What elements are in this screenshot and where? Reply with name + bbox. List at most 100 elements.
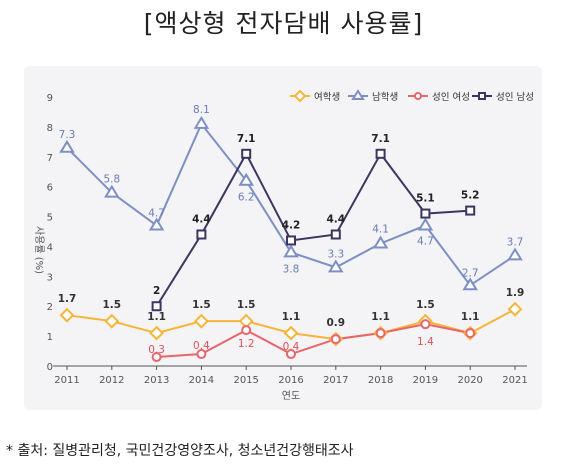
data-point xyxy=(148,217,165,231)
data-label: 4.4 xyxy=(326,213,345,225)
data-label: 1.5 xyxy=(237,299,256,311)
data-point xyxy=(104,184,120,198)
y-tick-label: 9 xyxy=(47,93,53,104)
x-tick-label: 2014 xyxy=(189,375,214,386)
series-line xyxy=(66,121,516,287)
y-tick-label: 4 xyxy=(47,242,53,253)
x-tick-label: 2013 xyxy=(144,375,169,386)
data-label: 3.3 xyxy=(327,248,344,260)
legend-entry: 남학생 xyxy=(372,92,398,103)
data-label: 2 xyxy=(153,285,160,297)
data-point xyxy=(375,328,386,339)
data-label: 0.4 xyxy=(283,341,300,353)
data-point xyxy=(420,319,431,330)
y-tick-label: 3 xyxy=(47,272,53,283)
data-point xyxy=(193,115,210,129)
data-point xyxy=(149,325,165,341)
y-tick-label: 8 xyxy=(47,123,53,134)
data-point xyxy=(196,349,207,360)
chart-legend: 여학생 남학생 성인 여성 성인 남성 xyxy=(290,89,534,103)
data-label: 1.5 xyxy=(192,299,211,311)
data-point xyxy=(151,301,162,312)
data-label: 7.1 xyxy=(371,133,390,145)
data-point xyxy=(375,148,386,159)
data-label: 3.8 xyxy=(283,263,300,275)
data-label: 4.4 xyxy=(192,213,211,225)
data-label: 4.2 xyxy=(282,219,301,231)
data-label: 7.1 xyxy=(237,133,256,145)
data-point xyxy=(193,313,209,329)
data-point xyxy=(241,325,252,336)
data-point xyxy=(507,301,523,317)
data-point xyxy=(238,172,254,186)
x-tick-label: 2018 xyxy=(368,375,393,386)
data-point xyxy=(283,244,299,258)
y-tick-label: 6 xyxy=(47,183,53,194)
y-tick-label: 5 xyxy=(47,213,53,224)
data-label: 7.3 xyxy=(59,129,76,141)
x-tick-label: 2015 xyxy=(233,375,258,386)
data-label: 1.1 xyxy=(282,311,301,323)
x-tick-label: 2021 xyxy=(502,375,527,386)
x-tick-label: 2020 xyxy=(457,375,482,386)
y-axis-label: 사용률 (%) xyxy=(33,226,45,274)
data-labels: 1.7 1.5 1.1 1.5 1.5 1.1 0.9 1.1 1.5 1.1 1.9 7.3 5.8 4… xyxy=(58,104,525,356)
data-point xyxy=(196,229,207,240)
data-point xyxy=(372,235,389,249)
data-label: 0.3 xyxy=(148,344,165,356)
data-point xyxy=(283,325,299,341)
data-label: 0.4 xyxy=(193,340,210,352)
x-tick-label: 2012 xyxy=(99,375,124,386)
data-point xyxy=(59,307,75,323)
data-point xyxy=(328,259,344,273)
data-label: 5.2 xyxy=(461,190,480,202)
data-label: 1.7 xyxy=(58,293,77,305)
data-point xyxy=(241,148,252,159)
data-point xyxy=(351,89,365,100)
series-line xyxy=(155,151,471,307)
source-note: * 출처: 질병관리청, 국민건강영양조사, 청소년건강행태조사 xyxy=(6,443,354,459)
data-point xyxy=(462,277,478,291)
data-label: 6.2 xyxy=(238,192,255,204)
data-label: 8.1 xyxy=(193,104,210,116)
series-line xyxy=(156,323,471,359)
data-label: 2.7 xyxy=(462,267,479,279)
data-point xyxy=(104,313,120,329)
data-point xyxy=(330,229,341,240)
data-label: 5.1 xyxy=(416,193,435,205)
data-point xyxy=(286,235,296,246)
y-tick-label: 2 xyxy=(47,302,53,313)
data-point xyxy=(151,352,162,363)
data-point xyxy=(330,334,341,345)
data-label: 1.1 xyxy=(371,311,390,323)
data-point xyxy=(417,217,434,231)
data-label: 5.8 xyxy=(103,174,120,186)
data-point xyxy=(293,89,307,103)
data-point xyxy=(507,247,523,261)
data-label: 4.1 xyxy=(372,223,389,235)
data-point xyxy=(286,349,296,360)
data-label: 1.1 xyxy=(461,311,480,323)
x-tick-label: 2017 xyxy=(323,375,348,386)
chart-title: [액상형 전자담배 사용률] xyxy=(143,9,424,38)
data-label: 4.7 xyxy=(417,236,434,248)
data-label: 1.9 xyxy=(506,287,525,299)
y-tick-label: 7 xyxy=(47,153,53,164)
data-point xyxy=(420,208,431,219)
x-axis-label: 연도 xyxy=(282,390,300,402)
data-point xyxy=(59,139,75,153)
data-label: 4.7 xyxy=(148,208,165,220)
series-markers xyxy=(59,115,523,363)
data-point xyxy=(414,92,422,100)
legend-entry: 성인 여성 xyxy=(432,91,470,103)
data-point xyxy=(465,328,476,339)
data-label: 1.1 xyxy=(147,311,166,323)
data-label: 1.5 xyxy=(102,299,121,311)
y-tick-label: 0 xyxy=(47,362,53,373)
data-point xyxy=(478,92,486,100)
x-tick-label: 2019 xyxy=(413,375,438,386)
x-tick-label: 2016 xyxy=(278,375,303,386)
data-label: 1.2 xyxy=(238,338,255,350)
